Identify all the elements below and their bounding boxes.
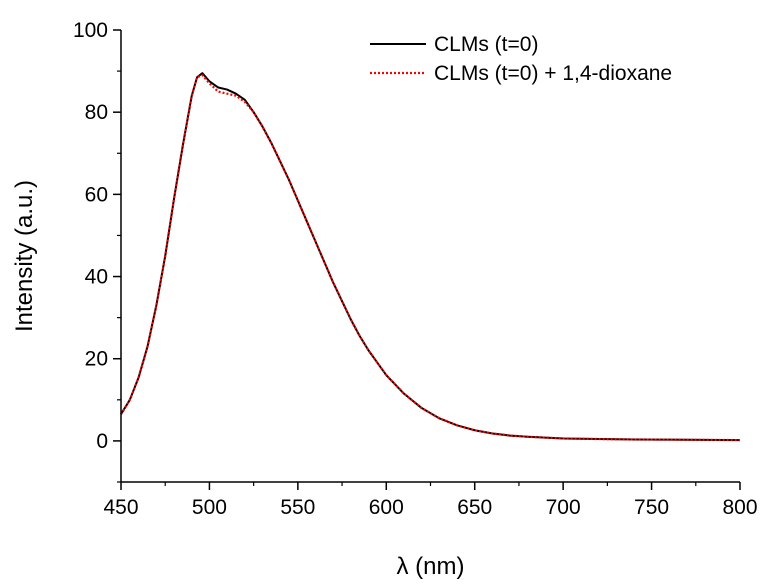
y-tick-label-80: 80 — [85, 101, 108, 124]
series-line-2 — [120, 74, 741, 442]
x-tick-label-750: 750 — [634, 496, 669, 519]
x-tick-label-550: 550 — [280, 496, 315, 519]
y-tick-label-40: 40 — [85, 266, 108, 289]
x-tick-label-800: 800 — [722, 496, 757, 519]
ticks: 450 500 550 600 650 700 750 800 0 20 40 60 80 100 — [73, 19, 758, 519]
y-tick-label-0: 0 — [96, 430, 108, 453]
legend-label-series-2: CLMs (t=0) + 1,4-dioxane — [434, 62, 672, 85]
x-tick-label-650: 650 — [457, 496, 492, 519]
y-tick-label-60: 60 — [85, 183, 108, 206]
y-tick-label-100: 100 — [73, 19, 108, 42]
x-tick-label-500: 500 — [192, 496, 227, 519]
y-tick-label-20: 20 — [85, 348, 108, 371]
x-tick-label-600: 600 — [369, 496, 404, 519]
series-line-1 — [120, 72, 741, 442]
legend: CLMs (t=0) CLMs (t=0) + 1,4-dioxane — [370, 33, 672, 85]
series-layer — [120, 72, 741, 442]
legend-label-series-1: CLMs (t=0) — [434, 33, 538, 56]
x-tick-label-700: 700 — [546, 496, 581, 519]
y-axis-title: Intensity (a.u.) — [11, 180, 38, 332]
x-axis-title: λ (nm) — [397, 553, 465, 580]
x-tick-label-450: 450 — [103, 496, 138, 519]
